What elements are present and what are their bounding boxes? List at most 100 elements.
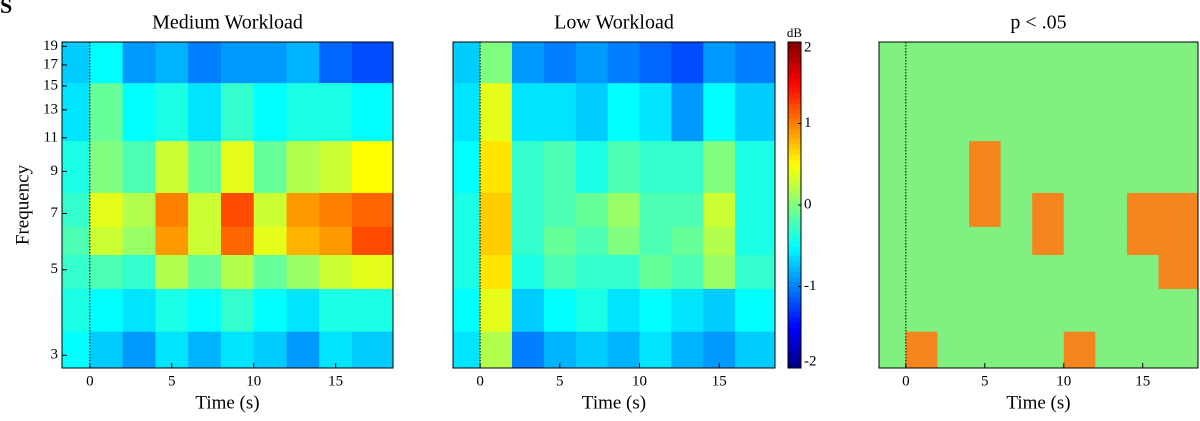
cell	[607, 226, 641, 256]
cell	[879, 82, 907, 142]
cell	[89, 226, 124, 256]
cell	[879, 192, 907, 227]
colorbar-step	[788, 133, 801, 140]
cell	[188, 254, 222, 289]
colorbar-step	[788, 210, 801, 216]
cell	[1000, 192, 1033, 227]
cell	[639, 192, 672, 227]
cell	[969, 192, 1002, 227]
cell	[937, 254, 970, 289]
cell	[220, 82, 255, 142]
cell	[155, 82, 189, 142]
cell	[1000, 254, 1033, 289]
cell	[480, 288, 513, 332]
cell	[155, 226, 189, 256]
cell	[319, 42, 353, 84]
cell	[220, 226, 255, 256]
cell	[969, 288, 1002, 332]
colorbar-step	[788, 72, 801, 79]
cell	[480, 140, 513, 193]
colorbar-step	[788, 306, 801, 313]
cell	[905, 140, 938, 193]
cell	[1158, 82, 1199, 142]
colorbar-step	[788, 82, 801, 89]
cell	[286, 254, 320, 289]
cell	[352, 192, 394, 227]
cell	[352, 254, 394, 289]
cell	[1095, 226, 1128, 256]
cell	[89, 288, 124, 332]
colorbar-step	[788, 118, 801, 124]
colorbar-step	[788, 148, 801, 155]
cell	[703, 331, 736, 369]
cell	[1063, 254, 1096, 289]
cell	[639, 288, 672, 332]
cell	[937, 82, 970, 142]
colorbar-step	[788, 113, 801, 119]
cell	[511, 42, 545, 84]
cell	[480, 42, 513, 84]
cell	[62, 254, 91, 289]
cell	[511, 288, 545, 332]
cell	[122, 226, 156, 256]
cell	[511, 82, 545, 142]
cell	[1032, 288, 1065, 332]
colorbar-step	[788, 240, 801, 247]
cell	[480, 192, 513, 227]
cell	[735, 82, 776, 142]
colorbar-step	[788, 347, 801, 354]
cell	[511, 254, 545, 289]
colorbar-tick-label: -2	[804, 353, 817, 369]
cell	[735, 331, 776, 369]
cell	[220, 140, 255, 193]
colorbar-step	[788, 154, 801, 160]
colorbar-label: dB	[787, 25, 803, 40]
cell	[575, 331, 609, 369]
colorbar-step	[788, 87, 801, 94]
cell	[319, 226, 353, 256]
cell	[62, 140, 91, 193]
cell	[480, 254, 513, 289]
colorbar-step	[788, 215, 801, 221]
cell	[1063, 42, 1096, 84]
chart-title: Low Workload	[554, 12, 674, 34]
cell	[286, 192, 320, 227]
plot-frame	[878, 41, 1199, 369]
cell	[122, 42, 156, 84]
colorbar-tick-label: 0	[804, 196, 812, 212]
cell	[575, 192, 609, 227]
cell	[1000, 288, 1033, 332]
x-axis-label: Time (s)	[1006, 392, 1070, 413]
colorbar-step	[788, 281, 801, 287]
cell	[220, 288, 255, 332]
cell	[62, 192, 91, 227]
cell	[1032, 82, 1065, 142]
cell	[639, 42, 672, 84]
cell	[543, 192, 577, 227]
y-tick-label: 9	[51, 163, 59, 179]
x-tick-label: 5	[981, 373, 989, 389]
cell	[543, 331, 577, 369]
colorbar-step	[788, 179, 801, 186]
colorbar-step	[788, 291, 801, 298]
cell	[453, 288, 481, 332]
cell	[319, 192, 353, 227]
colorbar-step	[788, 189, 801, 196]
cell	[1063, 226, 1096, 256]
cell	[671, 42, 704, 84]
cell	[352, 288, 394, 332]
cell	[575, 226, 609, 256]
x-axis-label: Time (s)	[195, 392, 259, 413]
cell	[905, 254, 938, 289]
cell	[220, 254, 255, 289]
cell	[1126, 226, 1160, 256]
colorbar-step	[788, 143, 801, 150]
cell	[607, 254, 641, 289]
colorbar-step	[788, 199, 801, 206]
cell	[122, 192, 156, 227]
cell	[188, 82, 222, 142]
colorbar-step	[788, 357, 801, 364]
x-tick-label: 10	[632, 373, 647, 389]
cell	[1158, 254, 1199, 289]
cell	[286, 288, 320, 332]
